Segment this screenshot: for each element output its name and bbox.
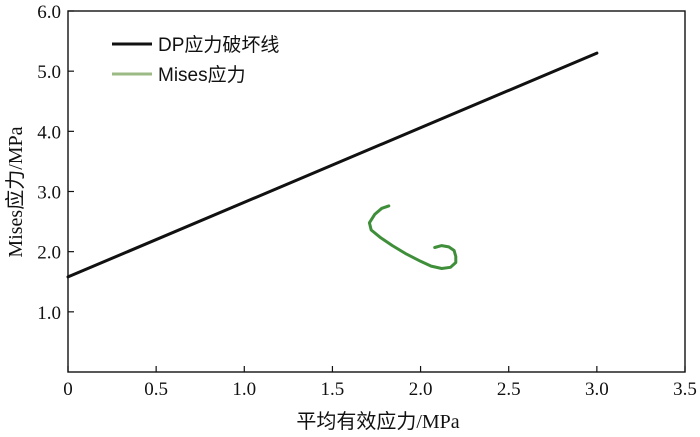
y-tick-label: 2.0 bbox=[37, 243, 61, 264]
y-tick-label: 3.0 bbox=[37, 183, 61, 204]
y-tick-label: 6.0 bbox=[37, 2, 61, 23]
x-tick-label: 0 bbox=[63, 379, 73, 400]
x-tick-label: 1.0 bbox=[232, 379, 256, 400]
y-tick-label: 4.0 bbox=[37, 122, 61, 143]
x-ticks: 0 0.5 1.0 1.5 2.0 2.5 3.0 3.5 bbox=[63, 366, 697, 400]
y-tick-label: 1.0 bbox=[37, 303, 61, 324]
x-tick-label: 0.5 bbox=[144, 379, 168, 400]
mises-stress-path bbox=[367, 204, 458, 270]
legend: DP应力破坏线 Mises应力 bbox=[112, 34, 279, 86]
x-tick-label: 3.0 bbox=[585, 379, 609, 400]
y-tick-label: 5.0 bbox=[37, 62, 61, 83]
x-tick-label: 1.5 bbox=[321, 379, 345, 400]
x-tick-label: 2.0 bbox=[409, 379, 433, 400]
x-tick-label: 2.5 bbox=[497, 379, 521, 400]
legend-label-dp: DP应力破坏线 bbox=[158, 34, 279, 56]
legend-label-mises: Mises应力 bbox=[158, 64, 246, 86]
x-tick-label: 3.5 bbox=[673, 379, 697, 400]
dp-failure-line bbox=[66, 51, 599, 279]
series-layer bbox=[66, 51, 599, 279]
y-axis-label: Mises应力/MPa bbox=[4, 126, 27, 257]
y-ticks: 1.0 2.0 3.0 4.0 5.0 6.0 bbox=[37, 2, 74, 324]
x-axis-label: 平均有效应力/MPa bbox=[296, 410, 459, 433]
